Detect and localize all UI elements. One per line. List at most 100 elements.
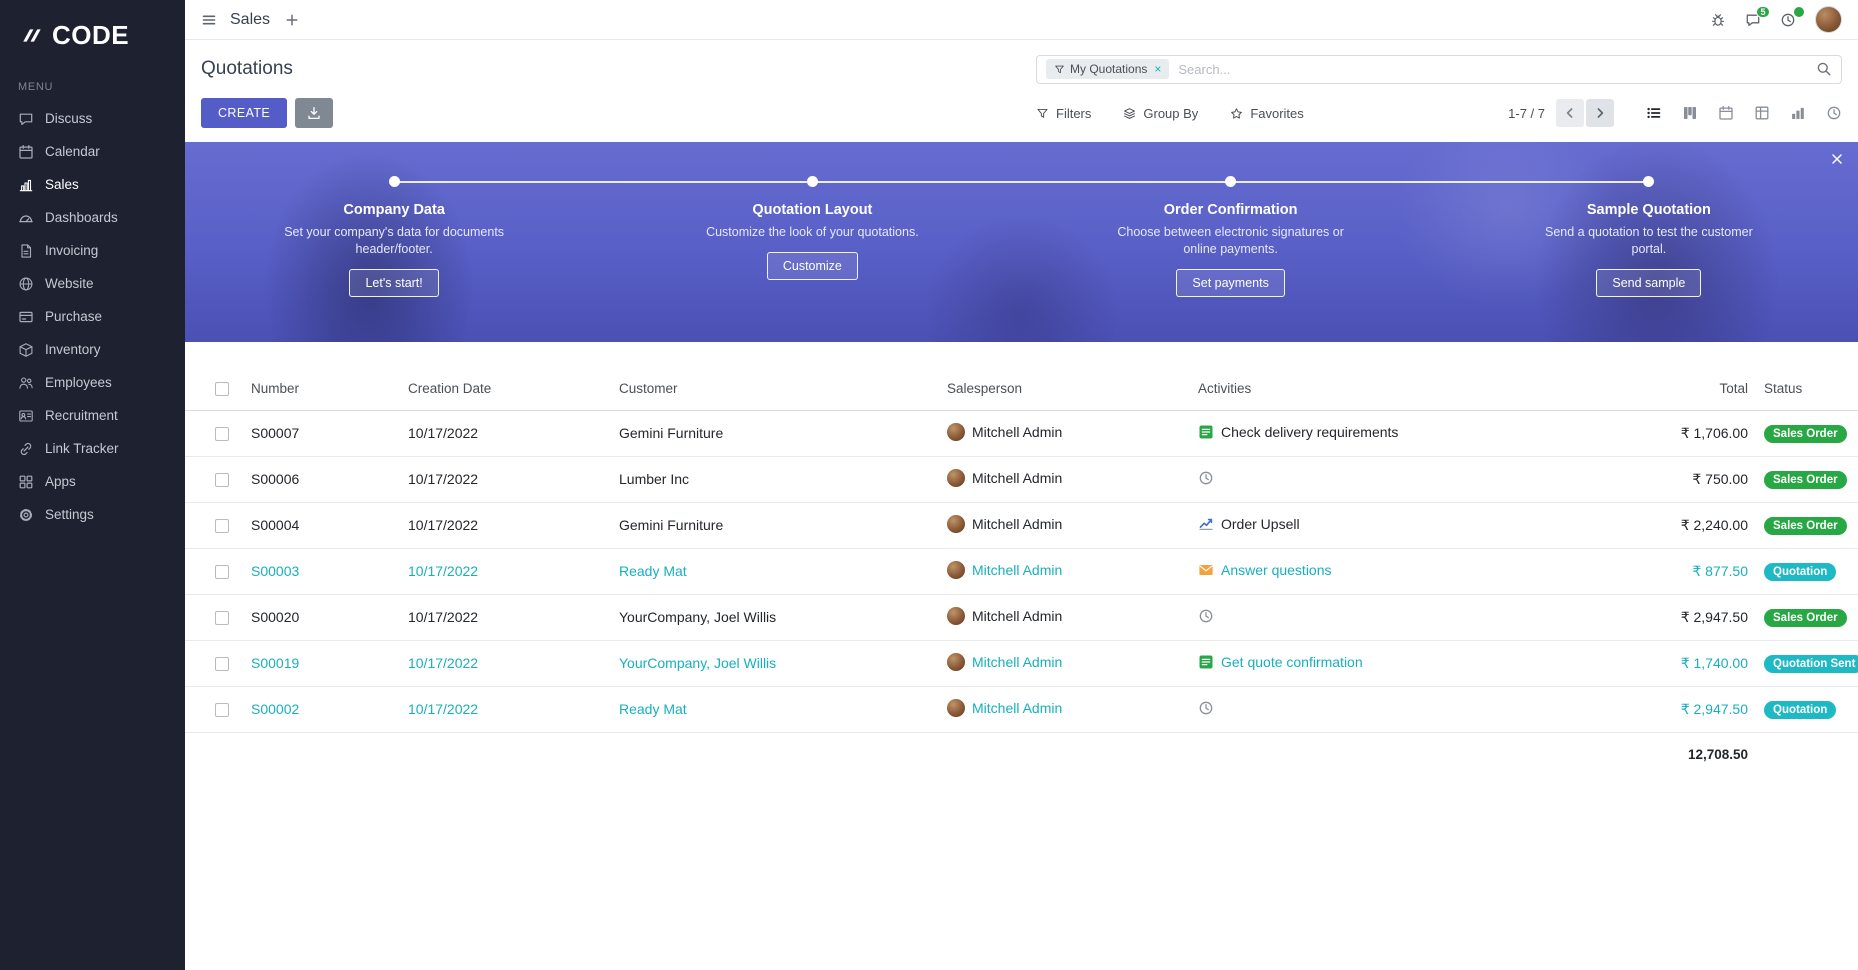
sidebar-item-purchase[interactable]: Purchase (0, 300, 185, 333)
clock-icon[interactable] (1198, 470, 1214, 486)
activity-clock-icon (1780, 12, 1796, 28)
salesperson-avatar (947, 560, 965, 579)
row-checkbox[interactable] (215, 519, 229, 534)
clock-icon[interactable] (1198, 700, 1214, 716)
status-badge: Sales Order (1764, 424, 1847, 443)
send-sample-button[interactable]: Send sample (1596, 268, 1702, 297)
sidebar-item-recruitment[interactable]: Recruitment (0, 399, 185, 432)
row-checkbox[interactable] (215, 611, 229, 626)
set-payments-button[interactable]: Set payments (1176, 268, 1285, 297)
quotation-row-s00020[interactable]: S00020 10/17/2022 YourCompany, Joel Will… (185, 594, 1858, 641)
column-header-activities[interactable]: Activities (1192, 368, 1624, 411)
view-activity-button[interactable] (1826, 105, 1842, 121)
list-view-icon (1646, 105, 1662, 121)
view-calendar-button[interactable] (1718, 105, 1734, 121)
page-title: Quotations (201, 58, 293, 79)
add-tab-button[interactable] (284, 12, 300, 28)
sidebar-item-dashboards[interactable]: Dashboards (0, 201, 185, 234)
quotation-row-s00006[interactable]: S00006 10/17/2022 Lumber Inc Mitchell Ad… (185, 456, 1858, 503)
group-by-icon (1123, 107, 1136, 120)
debug-button[interactable] (1710, 12, 1726, 28)
favorites-button[interactable]: Favorites (1230, 105, 1304, 121)
filters-button[interactable]: Filters (1036, 106, 1091, 121)
pager-previous-button[interactable] (1556, 99, 1584, 127)
let-s-start-button[interactable]: Let's start! (349, 268, 439, 297)
column-header-status[interactable]: Status (1758, 368, 1858, 411)
sidebar-item-settings[interactable]: Settings (0, 498, 185, 531)
quotation-row-s00004[interactable]: S00004 10/17/2022 Gemini Furniture Mitch… (185, 502, 1858, 549)
pager-text: 1-7 / 7 (1508, 105, 1545, 121)
clock-icon[interactable] (1198, 608, 1214, 624)
sidebar-item-inventory[interactable]: Inventory (0, 333, 185, 366)
quotation-number: S00020 (245, 594, 402, 641)
sidebar-item-invoicing[interactable]: Invoicing (0, 234, 185, 267)
group-by-button[interactable]: Group By (1123, 106, 1198, 121)
column-header-salesperson[interactable]: Salesperson (941, 368, 1192, 411)
app-logo[interactable]: CODE (0, 0, 185, 65)
employees-icon (18, 375, 34, 391)
facet-remove-icon[interactable]: × (1154, 62, 1162, 76)
salesperson-avatar (947, 514, 965, 533)
messages-button[interactable]: 5 (1745, 5, 1770, 28)
search-icon[interactable] (1816, 61, 1832, 77)
column-header-customer[interactable]: Customer (613, 368, 941, 411)
activities-button[interactable] (1780, 5, 1805, 28)
website-icon (18, 276, 34, 292)
activity-view-icon (1826, 105, 1842, 121)
sidebar: CODE MENU Discuss Calendar Sales Dashboa… (0, 0, 185, 970)
pager-next-button[interactable] (1586, 99, 1614, 127)
search-input[interactable] (1178, 61, 1807, 77)
sidebar-item-employees[interactable]: Employees (0, 366, 185, 399)
dashboards-icon (18, 210, 34, 226)
sidebar-item-label: Employees (45, 375, 112, 390)
sidebar-item-discuss[interactable]: Discuss (0, 102, 185, 135)
row-checkbox[interactable] (215, 565, 229, 580)
activity-label[interactable]: Get quote confirmation (1221, 653, 1363, 670)
upsell-activity-icon[interactable] (1198, 516, 1214, 532)
sidebar-item-calendar[interactable]: Calendar (0, 135, 185, 168)
row-checkbox[interactable] (215, 473, 229, 488)
activity-label[interactable]: Check delivery requirements (1221, 423, 1399, 440)
status-badge: Sales Order (1764, 608, 1847, 627)
step-desc: Send a quotation to test the customer po… (1544, 225, 1753, 256)
step-title: Quotation Layout (752, 202, 873, 218)
quotation-row-s00003[interactable]: S00003 10/17/2022 Ready Mat Mitchell Adm… (185, 548, 1858, 595)
quotation-row-s00002[interactable]: S00002 10/17/2022 Ready Mat Mitchell Adm… (185, 686, 1858, 733)
favorites-label: Favorites (1250, 105, 1304, 121)
task-activity-icon[interactable] (1198, 424, 1214, 440)
sidebar-item-website[interactable]: Website (0, 267, 185, 300)
close-icon (1829, 151, 1845, 167)
step-title: Order Confirmation (1163, 202, 1298, 218)
view-graph-button[interactable] (1790, 105, 1806, 121)
sidebar-item-link-tracker[interactable]: Link Tracker (0, 432, 185, 465)
activity-label[interactable]: Order Upsell (1221, 515, 1300, 532)
column-header-number[interactable]: Number (245, 368, 402, 411)
row-checkbox[interactable] (215, 657, 229, 672)
banner-close-button[interactable] (1829, 151, 1845, 170)
sidebar-item-sales[interactable]: Sales (0, 168, 185, 201)
create-button[interactable]: CREATE (201, 98, 288, 128)
row-checkbox[interactable] (215, 427, 229, 442)
customer-name: Gemini Furniture (613, 410, 941, 457)
select-all-checkbox[interactable] (215, 382, 229, 397)
column-header-creation-date[interactable]: Creation Date (402, 368, 613, 411)
quotation-row-s00019[interactable]: S00019 10/17/2022 YourCompany, Joel Will… (185, 640, 1858, 687)
sidebar-item-apps[interactable]: Apps (0, 465, 185, 498)
export-button[interactable] (295, 98, 334, 128)
view-list-button[interactable] (1646, 105, 1662, 121)
main-area: Sales 5 Quotations (185, 0, 1858, 970)
search-bar[interactable]: My Quotations × (1036, 54, 1842, 84)
row-checkbox[interactable] (215, 703, 229, 718)
sidebar-item-label: Dashboards (45, 210, 118, 225)
menu-toggle-button[interactable] (201, 12, 217, 28)
column-header-total[interactable]: Total (1624, 368, 1758, 411)
customize-button[interactable]: Customize (766, 251, 858, 280)
activity-label[interactable]: Answer questions (1221, 561, 1332, 578)
view-kanban-button[interactable] (1682, 105, 1698, 121)
task-activity-icon[interactable] (1198, 654, 1214, 670)
email-activity-icon[interactable] (1198, 562, 1214, 578)
search-facet[interactable]: My Quotations × (1046, 59, 1170, 79)
view-pivot-button[interactable] (1754, 105, 1770, 121)
user-avatar[interactable] (1815, 6, 1842, 33)
quotation-row-s00007[interactable]: S00007 10/17/2022 Gemini Furniture Mitch… (185, 410, 1858, 457)
